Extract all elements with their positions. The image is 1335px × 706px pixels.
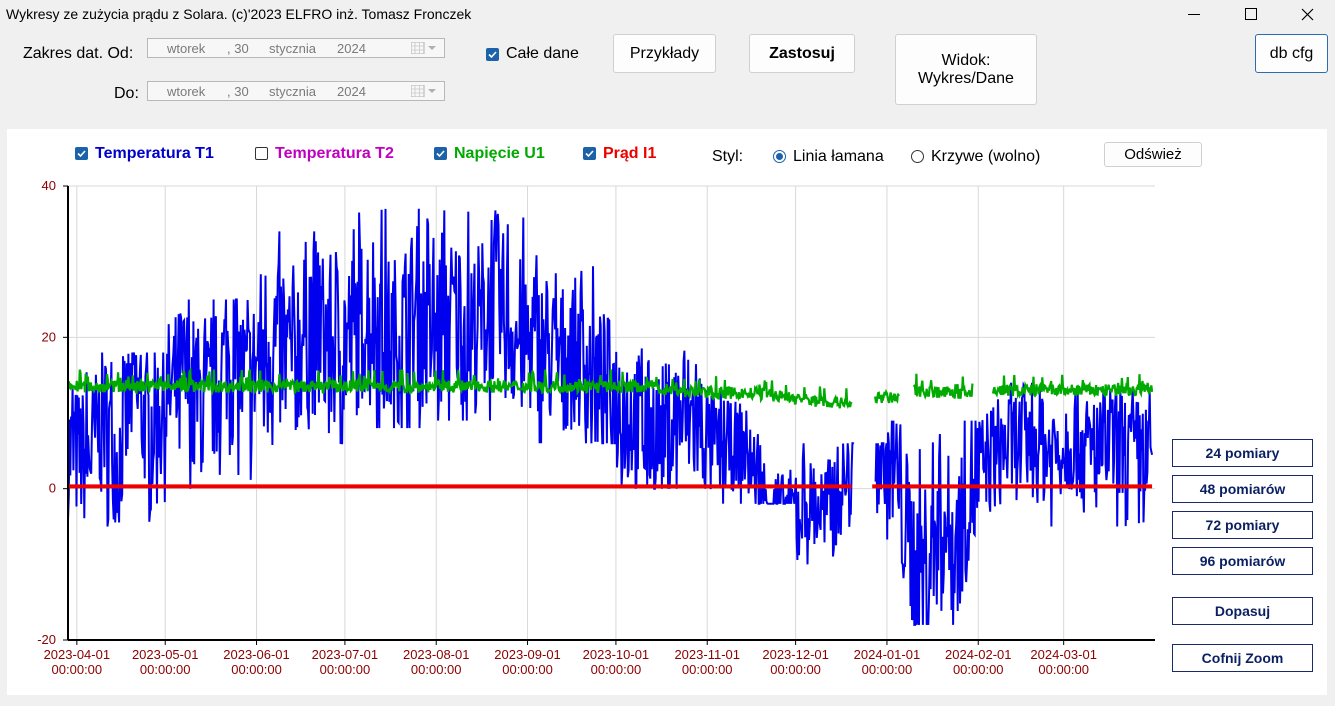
maximize-icon	[1245, 8, 1257, 20]
72-measurements-button[interactable]: 72 pomiary	[1172, 511, 1313, 539]
date-from-weekday: wtorek	[167, 41, 206, 56]
24-measurements-button[interactable]: 24 pomiary	[1172, 439, 1313, 467]
style-label: Styl:	[712, 148, 744, 165]
close-icon	[1301, 8, 1313, 20]
date-to-label: Do:	[114, 85, 139, 102]
refresh-button[interactable]: Odśwież	[1104, 142, 1202, 167]
t2-legend-label[interactable]: Temperatura T2	[275, 145, 394, 162]
i1-checkbox[interactable]	[583, 147, 596, 160]
i1-legend-label[interactable]: Prąd I1	[603, 145, 657, 162]
48-measurements-button[interactable]: 48 pomiarów	[1172, 475, 1313, 503]
date-from-month: stycznia	[269, 41, 316, 56]
date-to-weekday: wtorek	[167, 84, 206, 99]
all-data-checkbox[interactable]	[486, 48, 499, 61]
window-title: Wykresy ze zużycia prądu z Solara. (c)'2…	[6, 6, 472, 22]
all-data-label[interactable]: Całe dane	[506, 45, 579, 62]
style-line-label[interactable]: Linia łamana	[793, 148, 884, 165]
t1-legend-label[interactable]: Temperatura T1	[95, 145, 214, 162]
checkmark-icon	[488, 51, 497, 59]
date-from-year: 2024	[337, 41, 366, 56]
96-measurements-button[interactable]: 96 pomiarów	[1172, 547, 1313, 575]
view-toggle-button[interactable]: Widok: Wykres/Dane	[895, 34, 1037, 105]
chart-panel	[7, 129, 1327, 695]
checkmark-icon	[77, 150, 86, 158]
date-from-picker[interactable]: wtorek , 30 stycznia 2024	[147, 38, 445, 58]
date-range-label: Zakres dat. Od:	[23, 45, 134, 62]
examples-button[interactable]: Przykłady	[613, 34, 716, 73]
apply-button[interactable]: Zastosuj	[749, 34, 855, 73]
fit-button[interactable]: Dopasuj	[1172, 597, 1313, 625]
date-to-year: 2024	[337, 84, 366, 99]
minimize-button[interactable]	[1171, 0, 1217, 28]
style-line-radio[interactable]	[773, 150, 786, 163]
date-from-day: , 30	[227, 41, 249, 56]
db-cfg-button[interactable]: db cfg	[1255, 34, 1328, 73]
date-to-month: stycznia	[269, 84, 316, 99]
checkmark-icon	[585, 150, 594, 158]
date-to-picker[interactable]: wtorek , 30 stycznia 2024	[147, 81, 445, 101]
calendar-icon[interactable]	[411, 85, 439, 97]
undo-zoom-button[interactable]: Cofnij Zoom	[1172, 644, 1313, 672]
t2-checkbox[interactable]	[255, 147, 268, 160]
checkmark-icon	[436, 150, 445, 158]
close-button[interactable]	[1284, 0, 1330, 28]
view-button-line1: Widok:	[941, 51, 991, 69]
maximize-button[interactable]	[1228, 0, 1274, 28]
minimize-icon	[1188, 13, 1200, 15]
style-curve-label[interactable]: Krzywe (wolno)	[931, 148, 1041, 165]
style-curve-radio[interactable]	[911, 150, 924, 163]
u1-checkbox[interactable]	[434, 147, 447, 160]
t1-checkbox[interactable]	[75, 147, 88, 160]
u1-legend-label[interactable]: Napięcie U1	[454, 145, 545, 162]
date-to-day: , 30	[227, 84, 249, 99]
calendar-icon[interactable]	[411, 42, 439, 54]
view-button-line2: Wykres/Dane	[918, 69, 1014, 87]
